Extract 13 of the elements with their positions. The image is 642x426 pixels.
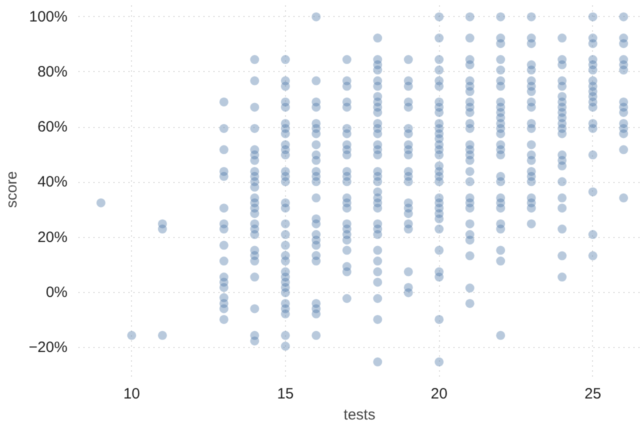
x-axis-title: tests: [344, 406, 376, 424]
x-tick-label: 25: [584, 386, 602, 402]
x-tick-label: 20: [430, 386, 448, 402]
y-tick-label: 0%: [46, 284, 68, 301]
y-tick-label: 20%: [37, 228, 68, 246]
y-tick-label: 40%: [37, 174, 68, 191]
y-tick-label: 60%: [37, 118, 68, 136]
y-tick-label: −20%: [28, 339, 68, 356]
x-tick-label: 10: [123, 386, 140, 402]
y-tick-label: 100%: [29, 8, 68, 26]
x-tick-label: 15: [277, 386, 294, 402]
y-tick-label: 80%: [37, 63, 68, 80]
y-axis-title: score: [4, 171, 21, 208]
